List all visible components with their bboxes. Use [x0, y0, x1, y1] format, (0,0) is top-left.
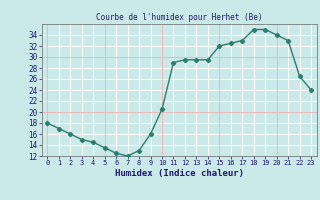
X-axis label: Humidex (Indice chaleur): Humidex (Indice chaleur) [115, 169, 244, 178]
Title: Courbe de l'humidex pour Herhet (Be): Courbe de l'humidex pour Herhet (Be) [96, 13, 262, 22]
